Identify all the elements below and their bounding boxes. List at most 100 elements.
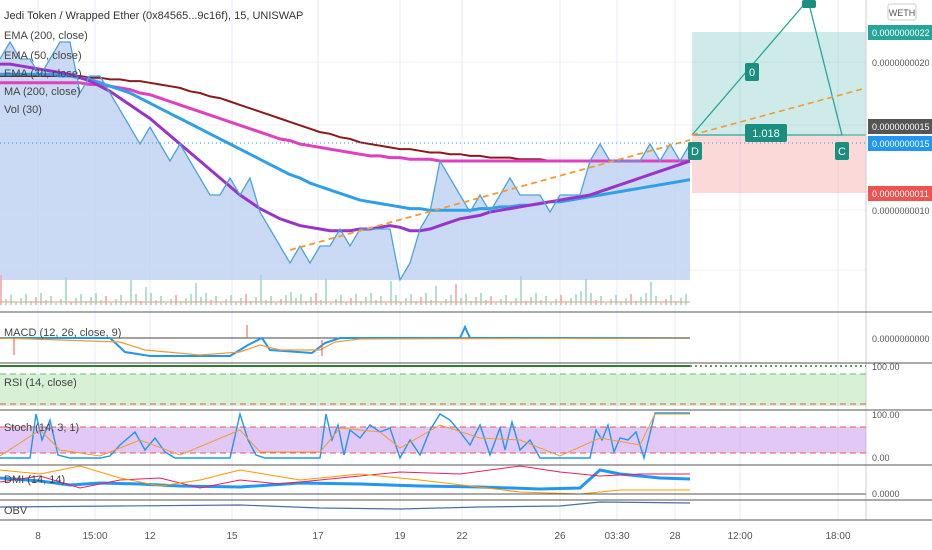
- volume-bar: [15, 302, 17, 305]
- volume-bar: [575, 294, 577, 305]
- time-axis[interactable]: 8 15:00 12 15 17 19 22 26 03:30 28 12:00…: [0, 521, 866, 550]
- legend-ma-200[interactable]: MA (200, close): [4, 86, 80, 98]
- volume-bar: [380, 296, 382, 305]
- volume-bar: [70, 302, 72, 305]
- legend-volume[interactable]: Vol (30): [4, 104, 42, 116]
- legend-ema-50[interactable]: EMA (50, close): [4, 50, 82, 62]
- volume-bar: [520, 276, 522, 305]
- volume-bar: [105, 296, 107, 305]
- volume-bar: [180, 302, 182, 305]
- obv-line: [0, 501, 691, 510]
- volume-bar: [85, 301, 87, 305]
- volume-bar: [620, 302, 622, 305]
- volume-bar: [150, 293, 152, 305]
- price-badge-last-text: 0.0000000015: [872, 139, 930, 149]
- rsi-panel[interactable]: RSI (14, close) 100.00: [0, 362, 900, 406]
- volume-bar: [270, 296, 272, 305]
- volume-bar: [205, 293, 207, 305]
- pattern-label-top[interactable]: [802, 0, 816, 8]
- pattern-label-d-text: D: [691, 146, 699, 158]
- volume-bar: [300, 294, 302, 305]
- currency-badge[interactable]: [887, 3, 917, 21]
- volume-bar: [535, 293, 537, 305]
- price-tick-lower: 0.0000000010: [872, 206, 930, 216]
- pattern-label-c[interactable]: C: [835, 142, 849, 160]
- time-label: 03:30: [604, 531, 629, 542]
- dmi-adx-line: [0, 468, 691, 491]
- pattern-label-zero[interactable]: 0: [745, 63, 759, 81]
- volume-bar: [190, 294, 192, 305]
- volume-bar: [0, 275, 2, 305]
- volume-bar: [660, 303, 662, 305]
- volume-bar: [475, 297, 477, 305]
- ema-50-line: [0, 72, 691, 212]
- volume-bar: [250, 301, 252, 305]
- volume-bar: [25, 294, 27, 305]
- volume-bar: [215, 296, 217, 305]
- dmi-panel[interactable]: DMI (14, 14) 0.0000: [0, 465, 900, 499]
- price-badge-target: 0.0000000022: [868, 25, 932, 40]
- volume-bar: [10, 295, 12, 305]
- time-label: 28: [669, 531, 681, 542]
- volume-bar: [275, 303, 277, 305]
- volume-bar: [450, 295, 452, 305]
- price-area: [0, 42, 690, 280]
- volume-bar: [160, 296, 162, 305]
- stoch-tick-upper: 100.00: [872, 410, 900, 420]
- obv-label: OBV: [4, 505, 28, 517]
- volume-bar: [325, 278, 327, 305]
- price-axis-background[interactable]: [866, 0, 932, 550]
- pattern-label-d[interactable]: D: [688, 142, 702, 160]
- legend-ema-30[interactable]: EMA (30, close): [4, 68, 82, 80]
- pattern-label-ratio-text: 1.018: [752, 128, 780, 140]
- time-label: 8: [35, 531, 41, 542]
- volume-bar: [120, 295, 122, 305]
- volume-bar: [455, 284, 457, 305]
- volume-bar: [245, 294, 247, 305]
- volume-bar: [55, 303, 57, 305]
- volume-bar: [290, 292, 292, 305]
- volume-bar: [285, 295, 287, 305]
- volume-bar: [145, 287, 147, 305]
- volume-bar: [365, 297, 367, 305]
- volume-bar: [465, 294, 467, 305]
- macd-panel[interactable]: MACD (12, 26, close, 9) 0.0000000000: [0, 324, 930, 357]
- trendline[interactable]: [289, 139, 691, 251]
- macd-label: MACD (12, 26, close, 9): [4, 327, 121, 339]
- rsi-band: [0, 374, 866, 406]
- legend-ema-200[interactable]: EMA (200, close): [4, 30, 88, 42]
- volume-bar: [255, 297, 257, 305]
- currency-badge-text: WETH: [889, 8, 916, 18]
- volume-bar: [435, 286, 437, 305]
- panel-separators: [0, 311, 932, 521]
- macd-tick: 0.0000000000: [872, 334, 930, 344]
- time-label: 17: [312, 531, 324, 542]
- volume-bar: [545, 296, 547, 305]
- volume-bar: [330, 303, 332, 305]
- volume-bar: [565, 302, 567, 305]
- volume-bar: [560, 295, 562, 305]
- stoch-panel[interactable]: Stoch (14, 3, 1) 100.00 0.00: [0, 410, 900, 463]
- volume-bar: [530, 297, 532, 305]
- volume-bar: [360, 301, 362, 305]
- volume-bar: [600, 296, 602, 305]
- pattern-label-c-text: C: [838, 146, 846, 158]
- volume-bar: [40, 293, 42, 305]
- volume-bar: [390, 281, 392, 305]
- obv-panel[interactable]: OBV: [0, 501, 691, 517]
- volume-bar: [315, 293, 317, 305]
- rsi-tick: 100.00: [872, 362, 900, 372]
- pattern-label-ratio[interactable]: 1.018: [745, 124, 787, 142]
- volume-bar: [90, 297, 92, 305]
- volume-bar: [80, 294, 82, 305]
- target-zone[interactable]: [692, 32, 866, 135]
- volume-bar: [650, 282, 652, 305]
- volume-bar: [400, 302, 402, 305]
- volume-bar: [50, 296, 52, 305]
- pattern-label-zero-text: 0: [749, 67, 755, 79]
- volume-bar: [195, 283, 197, 305]
- volume-bar: [110, 303, 112, 305]
- time-label: 22: [456, 531, 468, 542]
- volume-bar: [675, 302, 677, 305]
